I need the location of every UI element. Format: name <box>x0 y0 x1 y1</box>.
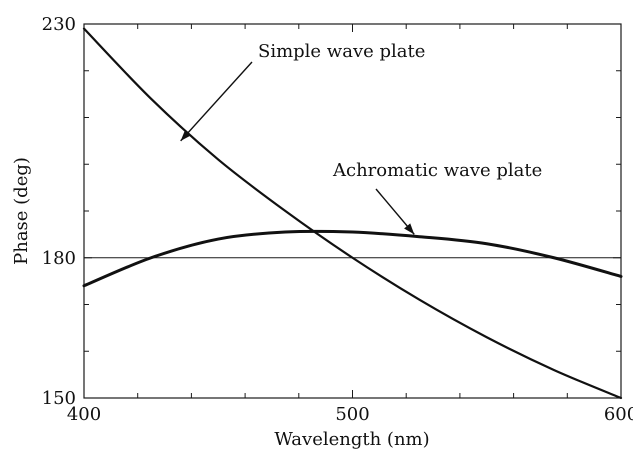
y-tick-label: 230 <box>42 14 76 35</box>
simple-wave-plate-annotation-arrow <box>180 61 253 142</box>
annotation-layer: Simple wave plate Achromatic wave plate <box>180 41 542 235</box>
simple-wave-plate-curve <box>82 27 623 400</box>
achromatic-wave-plate-curve <box>82 229 623 288</box>
achromatic-wave-plate-arrow-head <box>404 223 415 235</box>
series-layer <box>82 27 623 400</box>
x-tick-label: 400 <box>67 404 101 425</box>
y-tick-label: 150 <box>42 388 76 409</box>
simple-wave-plate-arrow-head <box>180 130 192 141</box>
achromatic-wave-plate-annotation-label: Achromatic wave plate <box>332 160 542 181</box>
plot-frame <box>83 23 622 399</box>
x-axis-ticks: 400 500 600 <box>67 24 633 425</box>
y-tick-label: 180 <box>42 248 76 269</box>
x-axis-label: Wavelength (nm) <box>274 429 429 450</box>
x-tick-label: 600 <box>604 404 633 425</box>
y-axis-ticks: 150 180 230 <box>42 14 621 409</box>
x-tick-label: 500 <box>335 404 369 425</box>
y-axis-label: Phase (deg) <box>11 157 32 265</box>
simple-wave-plate-annotation-label: Simple wave plate <box>258 41 425 62</box>
